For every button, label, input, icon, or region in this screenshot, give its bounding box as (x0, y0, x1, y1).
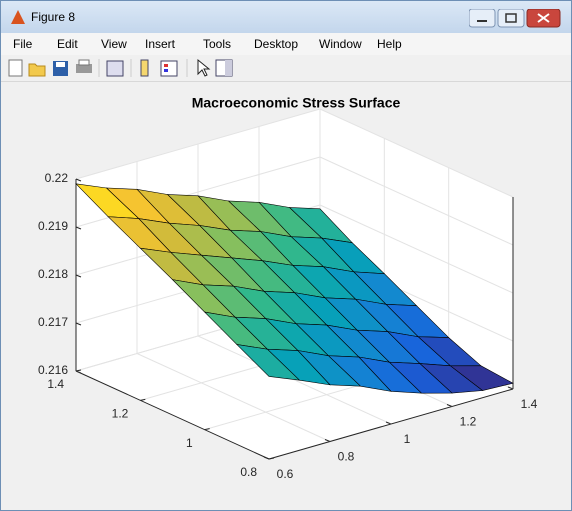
x-tick (324, 439, 331, 442)
app-icon (11, 10, 25, 24)
x-tick (507, 386, 514, 390)
menu-item[interactable]: Edit (57, 37, 78, 51)
axis-line (268, 388, 514, 460)
toolbar (1, 55, 571, 82)
z-tick-label: 0.218 (38, 267, 68, 281)
menu-item[interactable]: Desktop (254, 37, 299, 51)
y-tick-label: 0.8 (240, 465, 257, 479)
x-tick (446, 404, 453, 407)
surface (75, 183, 514, 394)
y-tick-label: 1.4 (47, 377, 64, 391)
grid-line (319, 108, 514, 198)
z-tick-label: 0.217 (38, 315, 68, 329)
x-tick-label: 1 (404, 432, 411, 446)
x-tick-label: 0.8 (338, 450, 355, 464)
window-buttons[interactable] (469, 9, 561, 29)
grid-line (136, 353, 331, 442)
x-tick-label: 1.4 (521, 397, 538, 411)
x-tick-label: 0.6 (277, 467, 294, 481)
grid-line (319, 156, 514, 246)
menu-item[interactable]: Window (319, 37, 362, 51)
surface-patch (235, 344, 301, 381)
z-tick-label: 0.22 (45, 171, 69, 185)
y-tick-label: 1.2 (112, 407, 129, 421)
z-tick (75, 178, 82, 182)
z-tick-label: 0.219 (38, 219, 68, 233)
title-bar: Figure 8 (1, 1, 571, 33)
z-tick (75, 226, 82, 230)
z-tick (75, 274, 82, 278)
axis-line (75, 370, 270, 460)
menu-item[interactable]: File (13, 37, 33, 51)
menu-item[interactable]: Help (377, 37, 402, 51)
grid-line (197, 335, 392, 425)
toolbar-icons[interactable] (1, 55, 241, 81)
menu-item[interactable]: Tools (203, 37, 232, 51)
z-tick (75, 322, 82, 326)
x-tick-label: 1.2 (460, 415, 477, 429)
menu-item[interactable]: Insert (145, 37, 176, 51)
z-tick-label: 0.216 (38, 363, 68, 377)
window-title: Figure 8 (31, 10, 76, 24)
y-tick-label: 1 (186, 436, 193, 450)
menu-item[interactable]: View (101, 37, 127, 51)
grid-line (319, 204, 514, 294)
plot-area: Macroeconomic Stress Surface 0.216 0.217 0… (38, 95, 538, 481)
menu-bar: File Edit View Insert Tools Desktop Window Help (1, 33, 571, 55)
x-tick (385, 421, 392, 425)
chart-title: Macroeconomic Stress Surface (192, 95, 401, 111)
